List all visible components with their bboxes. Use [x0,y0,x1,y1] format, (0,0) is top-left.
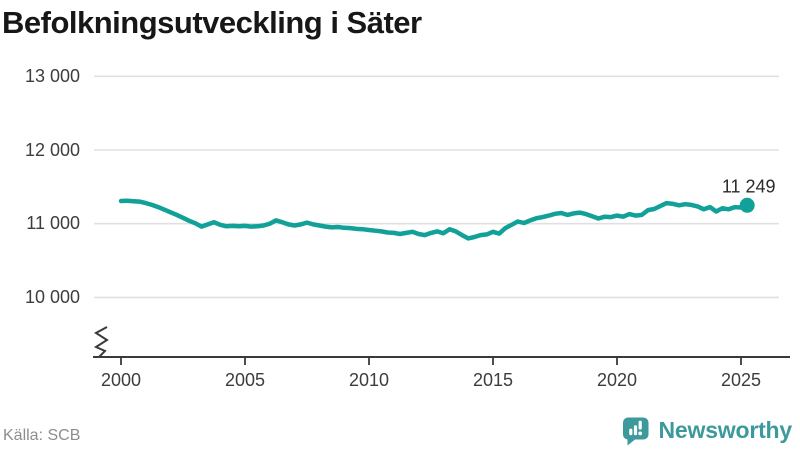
x-tick-label: 2015 [473,370,513,390]
gridlines [94,75,779,299]
y-tick-label: 10 000 [25,287,80,307]
x-tick-label: 2025 [721,370,761,390]
axis-break-squiggle [93,326,109,358]
y-tick-label: 13 000 [25,66,80,86]
brand-name: Newsworthy [658,416,793,443]
page-title: Befolkningsutveckling i Säter [2,5,422,40]
x-axis: 2000 2005 2010 2015 2020 2025 [93,326,790,390]
x-tick-label: 2000 [101,370,141,390]
bar-chart-speech-bubble-icon [622,417,649,445]
x-axis-ticks [120,357,742,365]
last-point-marker [739,197,755,213]
y-axis-labels: 13 000 12 000 11 000 10 000 [25,66,80,307]
x-tick-label: 2010 [349,370,389,390]
source-note: Källa: SCB [3,427,81,444]
last-value-annotation: 11 249 [722,176,776,213]
last-value-label: 11 249 [722,176,776,196]
y-tick-label: 11 000 [26,213,80,233]
y-tick-label: 12 000 [25,140,80,160]
x-axis-labels: 2000 2005 2010 2015 2020 2025 [101,370,761,390]
x-tick-label: 2020 [597,370,637,390]
x-tick-label: 2005 [225,370,265,390]
population-line [118,198,750,241]
newsworthy-brand: Newsworthy [621,414,792,446]
